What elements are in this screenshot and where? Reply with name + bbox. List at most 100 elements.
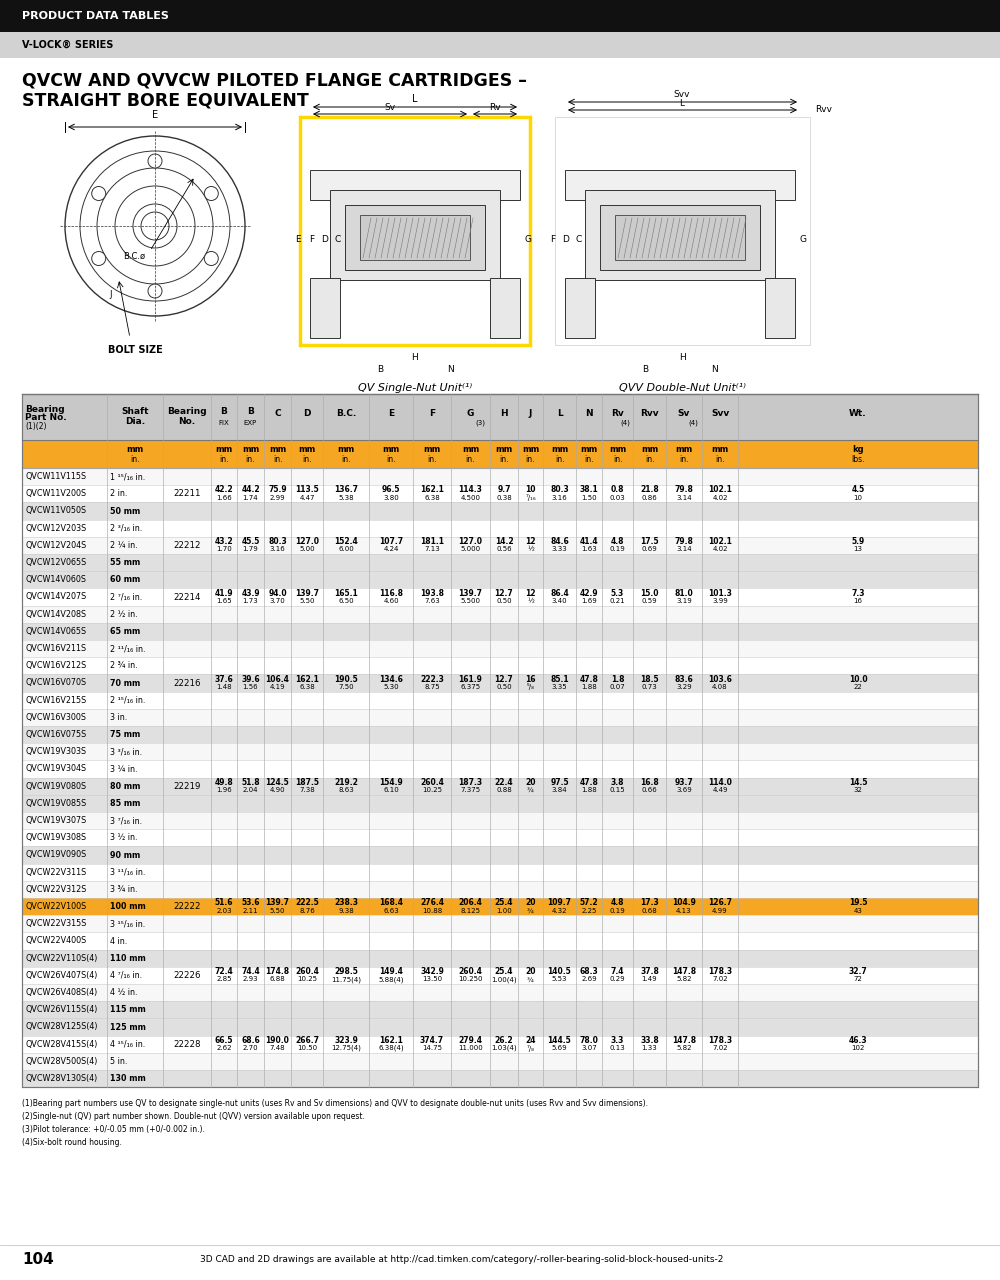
Text: in.: in. — [219, 454, 229, 463]
Text: 20: 20 — [525, 778, 536, 787]
Text: 44.2: 44.2 — [241, 485, 260, 494]
Text: 149.4: 149.4 — [379, 966, 403, 975]
Text: Sv: Sv — [678, 410, 690, 419]
Text: N: N — [712, 366, 718, 375]
Text: 4 ⁷/₁₆ in.: 4 ⁷/₁₆ in. — [110, 972, 142, 980]
Text: 47.8: 47.8 — [580, 778, 598, 787]
Text: 0.29: 0.29 — [610, 977, 625, 983]
Text: 8.125: 8.125 — [460, 908, 480, 914]
Text: (2)Single-nut (QV) part number shown. Double-nut (QVV) version available upon re: (2)Single-nut (QV) part number shown. Do… — [22, 1112, 365, 1121]
Text: 22216: 22216 — [173, 678, 201, 687]
Text: 43.2: 43.2 — [215, 536, 233, 545]
Text: 1.63: 1.63 — [581, 547, 597, 553]
Text: 3.3: 3.3 — [611, 1036, 624, 1044]
Bar — [22, 966, 978, 984]
Text: (4): (4) — [688, 420, 698, 426]
Text: 161.9: 161.9 — [459, 675, 482, 684]
Text: 22226: 22226 — [173, 972, 201, 980]
Text: 4.19: 4.19 — [270, 684, 285, 690]
Text: QVCW28V125S(4): QVCW28V125S(4) — [25, 1023, 98, 1032]
Text: in.: in. — [555, 454, 564, 463]
Text: 3.07: 3.07 — [581, 1046, 597, 1051]
Text: 37.6: 37.6 — [215, 675, 233, 684]
Text: C: C — [335, 236, 341, 244]
Text: Sv: Sv — [384, 102, 396, 111]
Text: QVCW22V315S: QVCW22V315S — [25, 919, 86, 928]
Text: Rvv: Rvv — [815, 105, 832, 114]
Text: 1.74: 1.74 — [243, 495, 258, 500]
Text: 74.4: 74.4 — [241, 966, 260, 975]
Text: QVCW12V065S: QVCW12V065S — [25, 558, 86, 567]
Text: 17.3: 17.3 — [640, 899, 659, 908]
Text: QVCW16V211S: QVCW16V211S — [25, 644, 86, 653]
Text: 3.33: 3.33 — [552, 547, 567, 553]
Text: 4.24: 4.24 — [383, 547, 399, 553]
Text: D: D — [563, 236, 569, 244]
Text: 2 ⁷/₁₆ in.: 2 ⁷/₁₆ in. — [110, 593, 142, 602]
Text: (4): (4) — [620, 420, 630, 426]
Text: QVCW19V307S: QVCW19V307S — [25, 817, 86, 826]
Text: 20: 20 — [525, 899, 536, 908]
Bar — [615, 215, 745, 260]
Text: 8.63: 8.63 — [338, 787, 354, 794]
Text: 125 mm: 125 mm — [110, 1023, 146, 1032]
Text: 4 ¹⁵/₁₆ in.: 4 ¹⁵/₁₆ in. — [110, 1039, 145, 1048]
Text: B.C.ø: B.C.ø — [123, 251, 145, 261]
Text: BOLT SIZE: BOLT SIZE — [108, 346, 162, 355]
Text: 4.08: 4.08 — [712, 684, 728, 690]
Text: 72: 72 — [854, 977, 862, 983]
Text: 17.5: 17.5 — [640, 536, 659, 545]
Text: 3.99: 3.99 — [712, 598, 728, 604]
Text: 81.0: 81.0 — [675, 589, 693, 598]
Text: 80.3: 80.3 — [268, 536, 287, 545]
Text: 127.0: 127.0 — [458, 536, 482, 545]
Text: 55 mm: 55 mm — [110, 558, 140, 567]
Text: (1)Bearing part numbers use QV to designate single-nut units (uses Rv and Sv dim: (1)Bearing part numbers use QV to design… — [22, 1100, 648, 1108]
Text: 1.56: 1.56 — [243, 684, 258, 690]
Text: 1.79: 1.79 — [243, 547, 258, 553]
Text: mm: mm — [215, 444, 233, 453]
Text: 12: 12 — [525, 589, 536, 598]
Text: 85 mm: 85 mm — [110, 799, 140, 808]
Text: 1.00(4): 1.00(4) — [491, 977, 517, 983]
Text: mm: mm — [641, 444, 658, 453]
Text: QVCW14V060S: QVCW14V060S — [25, 575, 86, 584]
Text: 68.3: 68.3 — [580, 966, 598, 975]
Text: L: L — [412, 93, 418, 104]
Bar — [22, 932, 978, 950]
Bar — [565, 278, 595, 338]
Text: 104: 104 — [22, 1253, 54, 1267]
Text: 22228: 22228 — [173, 1039, 201, 1048]
Bar — [22, 950, 978, 966]
Text: 20: 20 — [525, 966, 536, 975]
Text: 2.11: 2.11 — [243, 908, 258, 914]
Text: QVCW28V130S(4): QVCW28V130S(4) — [25, 1074, 97, 1083]
Text: 3.70: 3.70 — [270, 598, 285, 604]
Text: lbs.: lbs. — [851, 454, 865, 463]
Bar — [22, 394, 978, 1087]
Text: mm: mm — [675, 444, 693, 453]
Text: 102: 102 — [851, 1046, 865, 1051]
Text: QVCW22V100S: QVCW22V100S — [25, 902, 86, 911]
Text: 12: 12 — [525, 536, 536, 545]
Text: B: B — [221, 407, 227, 416]
Text: 0.19: 0.19 — [610, 908, 625, 914]
Text: 2.99: 2.99 — [270, 495, 285, 500]
Text: 140.5: 140.5 — [548, 966, 571, 975]
Text: FIX: FIX — [219, 420, 229, 426]
Text: 4.99: 4.99 — [712, 908, 728, 914]
Text: 1.66: 1.66 — [216, 495, 232, 500]
Text: 2.93: 2.93 — [243, 977, 258, 983]
Text: 41.4: 41.4 — [580, 536, 598, 545]
Bar — [22, 571, 978, 589]
Text: 6.375: 6.375 — [460, 684, 481, 690]
Text: 110 mm: 110 mm — [110, 954, 146, 963]
Text: 104.9: 104.9 — [672, 899, 696, 908]
Text: 4.90: 4.90 — [270, 787, 285, 794]
Text: QVCW11V200S: QVCW11V200S — [25, 489, 86, 498]
Text: 0.88: 0.88 — [496, 787, 512, 794]
Text: 3 ¾ in.: 3 ¾ in. — [110, 884, 138, 893]
Text: 3.19: 3.19 — [676, 598, 692, 604]
Text: QVCW19V304S: QVCW19V304S — [25, 764, 86, 773]
Text: 1.88: 1.88 — [581, 787, 597, 794]
